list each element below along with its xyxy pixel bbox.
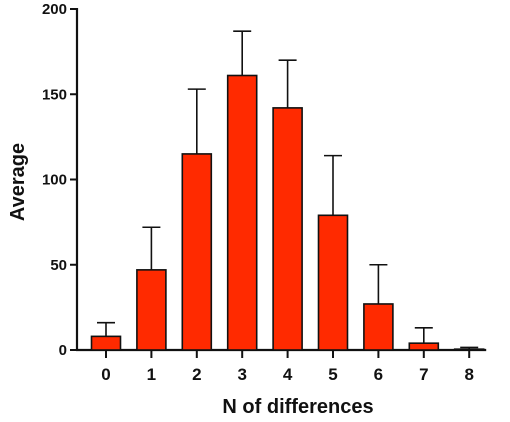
y-tick-label: 0	[59, 342, 67, 359]
x-tick-label: 0	[101, 365, 110, 384]
x-tick-label: 3	[237, 365, 246, 384]
y-tick-label: 100	[42, 172, 67, 189]
bar-4	[272, 107, 303, 351]
bar-8	[453, 348, 485, 351]
x-tick-label: 6	[374, 365, 383, 384]
bar-1	[136, 269, 167, 351]
bar-2	[181, 153, 213, 351]
y-tick-label: 150	[42, 86, 67, 103]
chart-bars	[90, 30, 485, 351]
bar-3	[226, 74, 258, 351]
y-tick-label: 50	[50, 257, 67, 274]
chart-labels: 0 50 100 150 200 0 1 2 3 4 5 6 7 8	[42, 1, 474, 384]
y-axis-title: Average	[7, 143, 29, 221]
x-tick-label: 4	[283, 365, 293, 384]
bar-7	[408, 342, 440, 351]
x-tick-label: 8	[464, 365, 473, 384]
bar-0	[90, 335, 122, 351]
x-tick-label: 1	[147, 365, 156, 384]
bar-6	[363, 303, 394, 351]
x-tick-label: 2	[192, 365, 201, 384]
bar-5	[317, 214, 349, 351]
x-axis-title: N of differences	[222, 396, 373, 418]
x-tick-label: 5	[328, 365, 337, 384]
y-tick-label: 200	[42, 1, 67, 18]
x-tick-label: 7	[419, 365, 428, 384]
